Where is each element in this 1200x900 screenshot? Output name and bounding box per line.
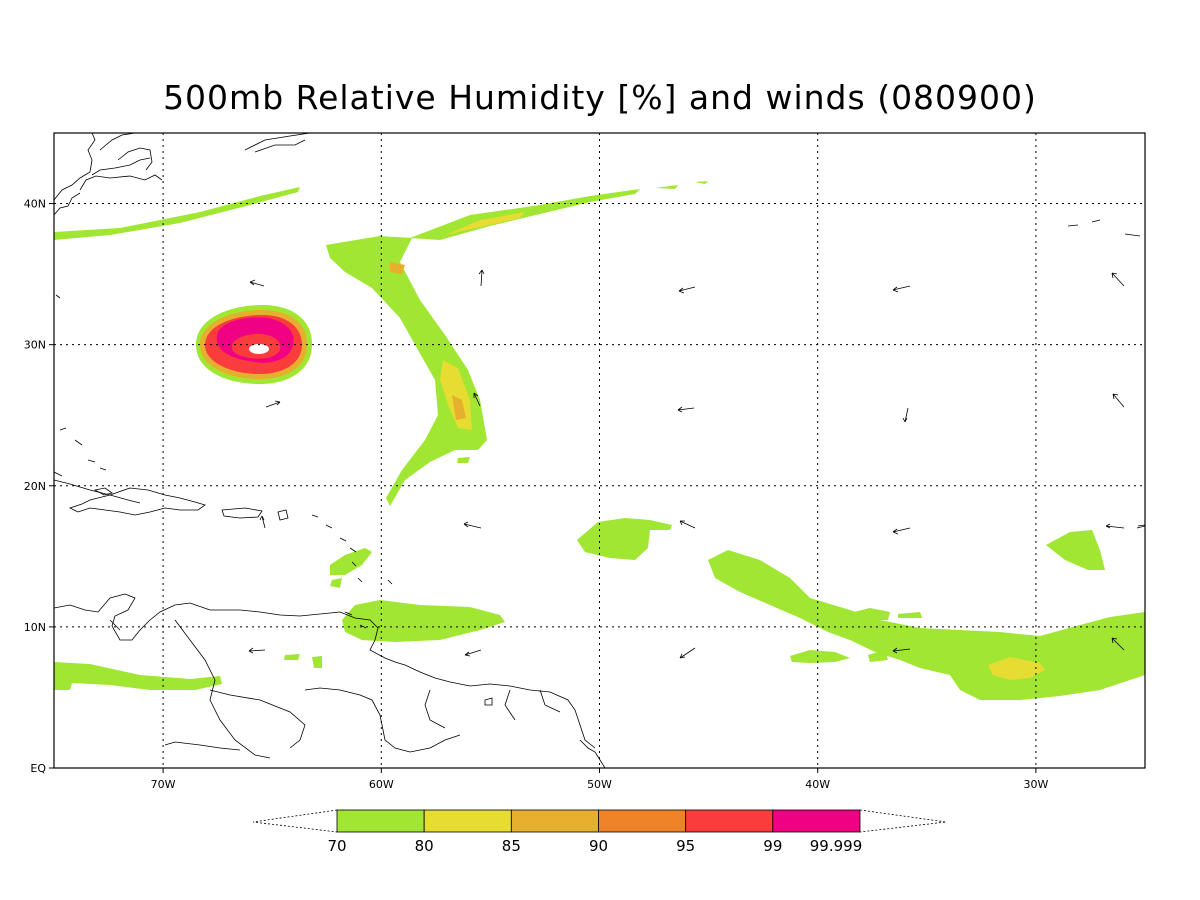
wind-arrow	[463, 521, 482, 529]
colorbar-swatch	[772, 809, 861, 833]
colorbar-label: 95	[676, 837, 695, 855]
lon-tick-label: 70W	[151, 778, 176, 791]
wind-arrow	[265, 400, 281, 408]
wind-arrow	[464, 649, 482, 657]
rh-band-north-east	[410, 189, 640, 240]
coastline-layer	[54, 133, 1145, 768]
colorbar-swatch	[685, 809, 774, 833]
wind-arrow	[892, 285, 911, 293]
wind-arrow	[678, 286, 696, 294]
rh-southwest	[54, 662, 222, 690]
latitude-labels: EQ 10N 20N 30N 40N	[24, 198, 47, 775]
wind-vectors	[248, 269, 1146, 659]
wind-arrow	[892, 647, 911, 654]
rh-east-patch	[1046, 530, 1105, 570]
colorbar-label: 80	[415, 837, 434, 855]
wind-arrow	[1112, 393, 1125, 408]
rh-band-curved	[326, 236, 487, 506]
colorbar: 70 80 85 90 95 99 99.999	[252, 809, 947, 855]
wind-arrow	[478, 269, 485, 287]
rh-band-curved-85b	[390, 262, 405, 274]
lat-tick-label: EQ	[30, 762, 46, 775]
coast-north-america	[54, 133, 96, 201]
wind-arrow	[902, 407, 909, 423]
rh-band-north-east-80	[445, 212, 525, 235]
wind-arrow	[259, 515, 266, 529]
colorbar-swatch	[598, 809, 687, 833]
colorbar-label: 99.999	[810, 837, 863, 855]
coast-south-america-north	[54, 593, 596, 749]
colorbar-label: 99	[763, 837, 782, 855]
map-title: 500mb Relative Humidity [%] and winds (0…	[163, 78, 1037, 117]
wind-arrow	[1111, 637, 1125, 651]
coast-lesser-antilles	[311, 514, 393, 585]
coast-hispaniola	[68, 487, 206, 516]
lat-tick-label: 10N	[24, 621, 46, 634]
rh-band-curved-85	[452, 395, 466, 420]
rh-caribbean-2	[330, 578, 342, 588]
wind-arrow	[1105, 523, 1125, 529]
colorbar-swatch	[423, 809, 512, 833]
lat-tick-label: 40N	[24, 198, 46, 211]
wind-arrow	[892, 527, 911, 535]
rh-central-atlantic	[577, 518, 672, 560]
grid-lines	[54, 133, 1145, 768]
rh-band-north-west	[54, 187, 300, 240]
rh-east-caribbean	[342, 600, 505, 642]
axis-tick-marks	[49, 203, 1037, 773]
wind-arrow	[248, 647, 266, 654]
wind-arrow	[473, 392, 481, 407]
coast-puerto-rico	[221, 507, 263, 519]
lon-tick-label: 60W	[369, 778, 394, 791]
coast-azores	[1067, 219, 1141, 237]
wind-arrow	[1111, 272, 1125, 287]
wind-arrow	[249, 279, 265, 287]
colorbar-label: 85	[502, 837, 521, 855]
lat-tick-label: 30N	[24, 339, 46, 352]
wind-arrow	[1136, 525, 1146, 529]
wind-arrow	[677, 406, 695, 413]
wind-arrow	[679, 520, 696, 529]
colorbar-swatch	[510, 809, 599, 833]
longitude-labels: 70W 60W 50W 40W 30W	[151, 778, 1049, 791]
lat-tick-label: 20N	[24, 480, 46, 493]
rh-itcz	[708, 550, 1145, 700]
coast-bahamas	[54, 427, 107, 477]
rh-itcz-80	[988, 657, 1045, 680]
lon-tick-label: 50W	[587, 778, 612, 791]
colorbar-label: 90	[589, 837, 608, 855]
colorbar-left-extension	[252, 809, 338, 833]
colorbar-right-extension	[859, 809, 947, 833]
lon-tick-label: 40W	[805, 778, 830, 791]
rh-caribbean-1	[330, 548, 372, 575]
coast-south-america-rivers	[109, 619, 271, 759]
wind-arrow	[679, 647, 696, 659]
colorbar-swatch	[336, 809, 425, 833]
colorbar-label: 70	[327, 837, 346, 855]
lon-tick-label: 30W	[1023, 778, 1048, 791]
